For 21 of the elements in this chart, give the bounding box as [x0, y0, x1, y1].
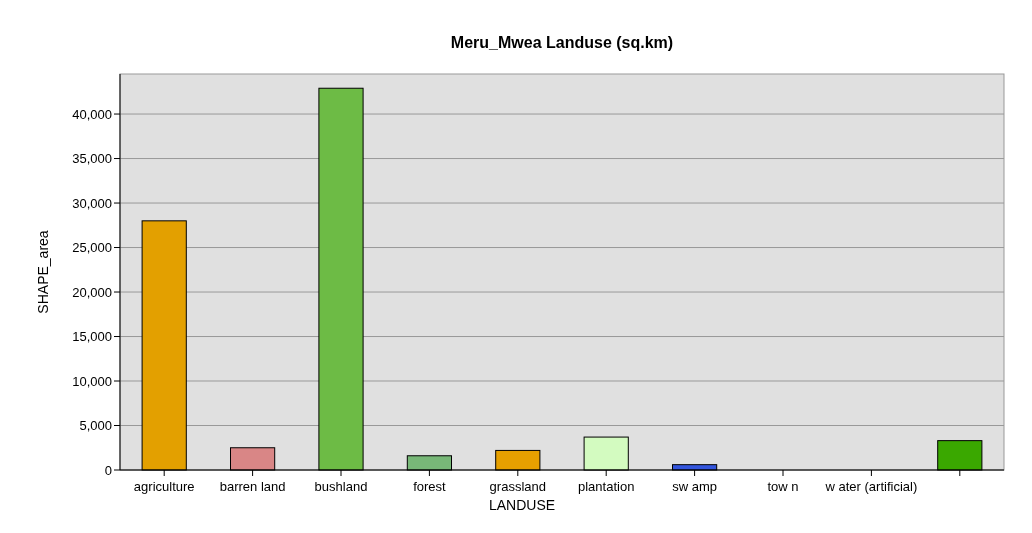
x-tick-label: barren land	[219, 479, 286, 494]
x-tick-label: tow n	[767, 479, 799, 494]
x-tick-label: forest	[413, 479, 447, 494]
y-axis-title: SHAPE_area	[35, 230, 51, 314]
y-tick-label: 5,000	[79, 418, 112, 434]
y-tick-label: 35,000	[72, 151, 112, 167]
x-tick-label: sw amp	[672, 479, 717, 494]
y-tick-label: 40,000	[72, 106, 112, 122]
y-tick-label: 10,000	[72, 373, 112, 389]
x-tick-label: agriculture	[133, 479, 195, 494]
chart-title: Meru_Mwea Landuse (sq.km)	[450, 34, 674, 51]
y-tick-label: 25,000	[72, 240, 112, 256]
y-tick-label: 20,000	[72, 284, 112, 300]
y-tick-label: 30,000	[72, 195, 112, 211]
x-tick-label: grassland	[489, 479, 546, 494]
y-tick-label: 15,000	[72, 329, 112, 345]
x-axis-title: LANDUSE	[488, 497, 556, 513]
x-tick-label: plantation	[578, 479, 635, 494]
x-tick-label: w ater (artificial)	[824, 479, 918, 494]
x-tick-label: bushland	[314, 479, 368, 494]
y-tick-label: 0	[104, 462, 112, 478]
